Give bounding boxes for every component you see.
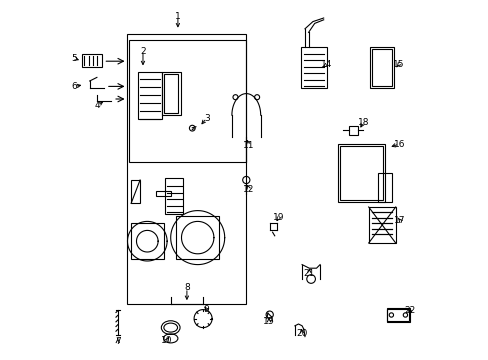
Text: 16: 16 <box>393 140 404 149</box>
Text: 22: 22 <box>404 306 415 315</box>
Bar <box>162 72 181 115</box>
Bar <box>131 223 163 259</box>
Bar <box>386 309 408 321</box>
Bar <box>339 146 382 200</box>
Bar <box>377 173 391 202</box>
Bar <box>301 47 326 88</box>
Bar <box>371 49 391 86</box>
Text: 3: 3 <box>203 114 209 122</box>
Text: 19: 19 <box>272 213 284 222</box>
Text: 21: 21 <box>303 269 314 278</box>
Bar <box>131 180 140 203</box>
Bar <box>165 178 183 214</box>
Text: 6: 6 <box>72 82 77 91</box>
Text: 9: 9 <box>203 305 209 314</box>
Bar <box>370 47 393 88</box>
Text: 1: 1 <box>175 12 181 21</box>
Text: 11: 11 <box>243 141 254 150</box>
Bar <box>386 308 409 322</box>
Text: 10: 10 <box>161 336 172 345</box>
Text: 12: 12 <box>243 185 254 194</box>
Bar <box>127 34 246 304</box>
Text: 5: 5 <box>72 54 77 63</box>
Text: 18: 18 <box>357 118 368 127</box>
Text: 8: 8 <box>183 284 189 292</box>
Bar <box>368 207 395 243</box>
Text: 2: 2 <box>140 47 145 56</box>
Bar <box>348 126 357 135</box>
Text: 13: 13 <box>263 317 274 325</box>
Bar <box>163 74 178 113</box>
Text: 20: 20 <box>296 329 307 338</box>
Bar <box>128 40 245 162</box>
Text: 4: 4 <box>95 101 100 110</box>
Text: 17: 17 <box>393 216 405 225</box>
Bar <box>81 54 102 67</box>
Bar <box>337 144 384 202</box>
Bar <box>138 72 162 119</box>
Bar <box>156 191 170 196</box>
Text: 14: 14 <box>320 60 331 69</box>
Bar <box>176 216 219 259</box>
Text: 15: 15 <box>392 60 404 69</box>
Text: 7: 7 <box>115 337 121 346</box>
